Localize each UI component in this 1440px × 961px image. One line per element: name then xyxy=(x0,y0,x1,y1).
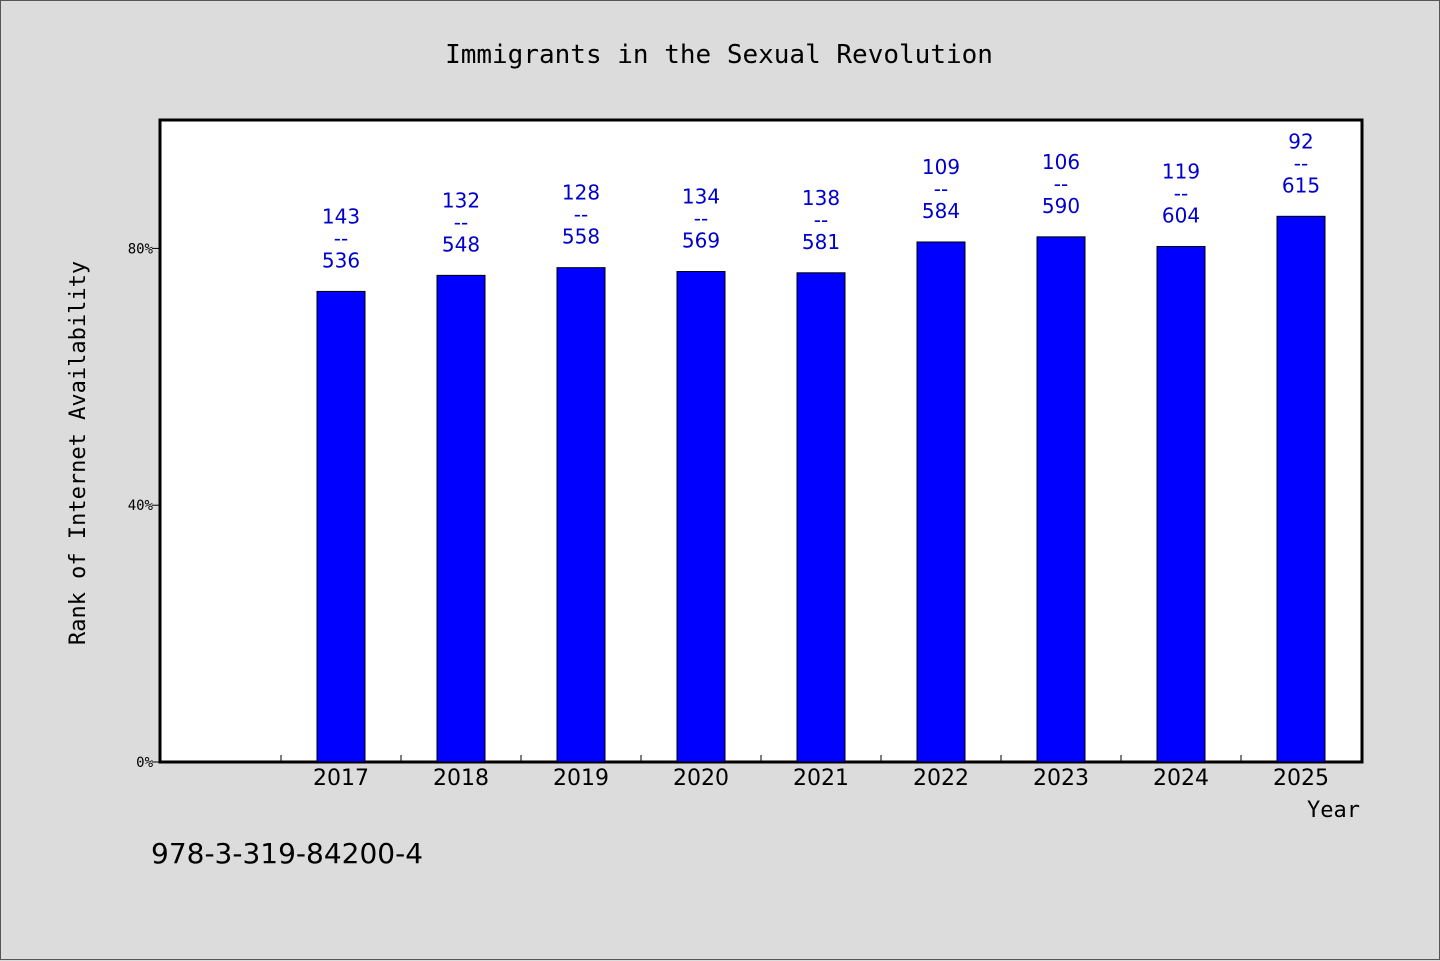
data-label-numerator: 109 xyxy=(922,155,960,179)
data-label-numerator: 106 xyxy=(1042,150,1080,174)
bar-2019 xyxy=(556,267,606,763)
x-tick-label: 2020 xyxy=(673,766,729,791)
bar-2024 xyxy=(1156,245,1206,763)
bar-2022 xyxy=(916,241,966,763)
data-label-denominator: 604 xyxy=(1162,203,1200,227)
data-label-separator: -- xyxy=(1294,151,1308,175)
y-axis-label: Rank of Internet Availability xyxy=(66,261,91,645)
bar-2025 xyxy=(1276,215,1326,763)
x-tick-label: 2021 xyxy=(793,766,849,791)
x-tick-label: 2025 xyxy=(1273,766,1329,791)
bar-2023 xyxy=(1036,236,1086,763)
x-tick-label: 2024 xyxy=(1153,766,1209,791)
data-label-denominator: 590 xyxy=(1042,194,1080,218)
data-label-separator: -- xyxy=(454,210,468,234)
x-axis-label: Year xyxy=(1307,798,1360,823)
x-tick-label: 2017 xyxy=(313,766,369,791)
data-label-denominator: 581 xyxy=(802,230,840,254)
data-labels-group: 143--536132--548128--558134--569138--581… xyxy=(322,129,1320,272)
data-label-denominator: 584 xyxy=(922,199,960,223)
bars-group xyxy=(316,215,1326,763)
bar-2018 xyxy=(436,274,486,763)
data-label-numerator: 134 xyxy=(682,185,720,209)
data-label-denominator: 536 xyxy=(322,248,360,272)
data-label-numerator: 132 xyxy=(442,188,480,212)
data-label-denominator: 548 xyxy=(442,232,480,256)
y-tick-label: 40% xyxy=(128,498,154,514)
data-label-separator: -- xyxy=(694,207,708,231)
chart-title: Immigrants in the Sexual Revolution xyxy=(445,40,993,70)
data-label-numerator: 128 xyxy=(562,181,600,205)
data-label-separator: -- xyxy=(1054,172,1068,196)
x-axis-ticks: 2017 2018 2019 2020 2021 2022 2023 2024 2025 xyxy=(280,755,1362,791)
data-label-separator: -- xyxy=(814,208,828,232)
bar-2021 xyxy=(796,272,846,763)
bar-2020 xyxy=(676,271,726,763)
data-label-numerator: 138 xyxy=(802,186,840,210)
data-label-denominator: 569 xyxy=(682,229,720,253)
data-label-separator: -- xyxy=(334,226,348,250)
x-tick-label: 2018 xyxy=(433,766,489,791)
data-label-numerator: 143 xyxy=(322,204,360,228)
data-label-numerator: 92 xyxy=(1288,129,1313,153)
y-axis-ticks: 0% 40% 80% xyxy=(128,241,160,771)
data-label-denominator: 558 xyxy=(562,225,600,249)
x-tick-label: 2022 xyxy=(913,766,969,791)
y-tick-label: 0% xyxy=(136,755,153,771)
bar-2017 xyxy=(316,290,366,763)
y-tick-label: 80% xyxy=(128,241,154,257)
data-label-denominator: 615 xyxy=(1282,173,1320,197)
data-label-numerator: 119 xyxy=(1162,159,1200,183)
x-tick-label: 2023 xyxy=(1033,766,1089,791)
data-label-separator: -- xyxy=(934,177,948,201)
data-label-separator: -- xyxy=(1174,181,1188,205)
data-label-separator: -- xyxy=(574,203,588,227)
x-tick-label: 2019 xyxy=(553,766,609,791)
footer-code: 978-3-319-84200-4 xyxy=(151,837,423,870)
